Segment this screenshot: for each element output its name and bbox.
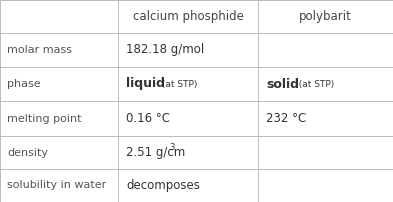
Text: melting point: melting point xyxy=(7,114,81,123)
Text: polybarit: polybarit xyxy=(299,10,352,23)
Text: (at STP): (at STP) xyxy=(159,80,197,88)
Text: 2.51 g/cm: 2.51 g/cm xyxy=(126,146,185,159)
Text: 232 °C: 232 °C xyxy=(266,112,306,125)
Text: solubility in water: solubility in water xyxy=(7,181,106,190)
Text: decomposes: decomposes xyxy=(126,179,200,192)
Text: phase: phase xyxy=(7,79,40,89)
Text: 0.16 °C: 0.16 °C xyxy=(126,112,170,125)
Text: (at STP): (at STP) xyxy=(293,80,334,88)
Text: 182.18 g/mol: 182.18 g/mol xyxy=(126,43,204,57)
Text: 3: 3 xyxy=(169,143,174,152)
Text: molar mass: molar mass xyxy=(7,45,72,55)
Text: density: density xyxy=(7,147,48,158)
Text: liquid: liquid xyxy=(126,78,165,90)
Text: solid: solid xyxy=(266,78,299,90)
Text: calcium phosphide: calcium phosphide xyxy=(132,10,243,23)
